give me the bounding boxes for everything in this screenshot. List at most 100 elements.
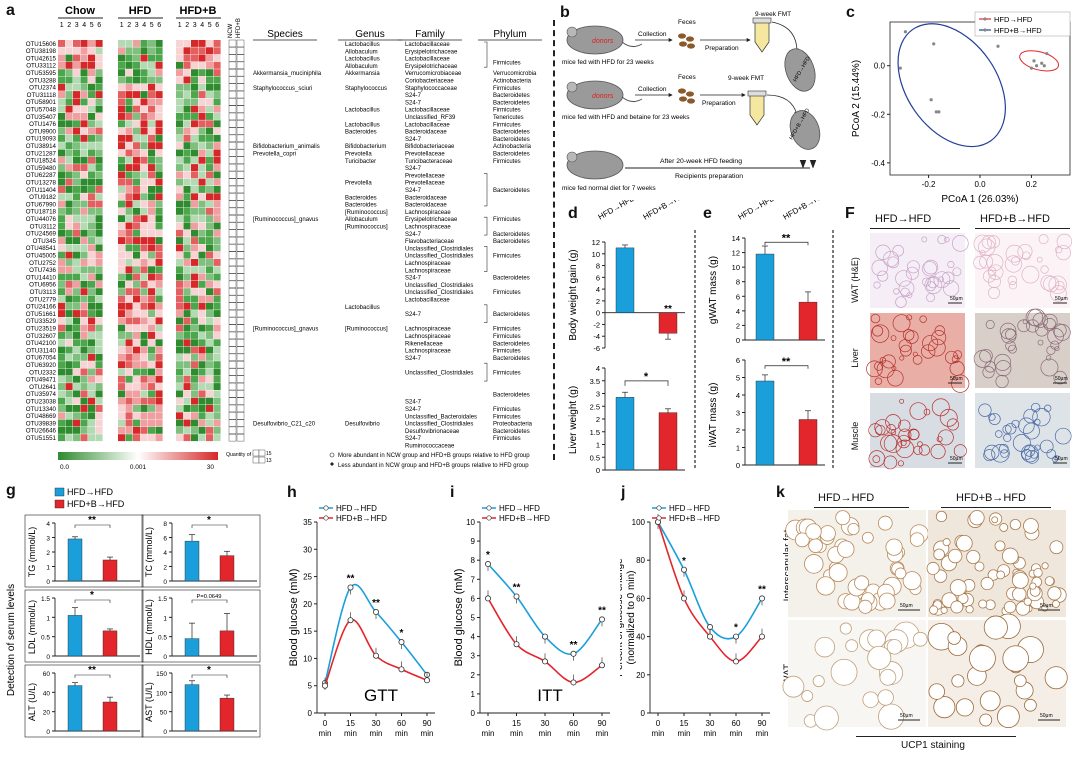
bar-tick-label: 1.5	[41, 596, 50, 603]
heatmap-cell	[133, 426, 141, 434]
heatmap-cell	[140, 280, 148, 288]
histology-cell	[1021, 265, 1040, 284]
side-cell	[228, 266, 237, 274]
heatmap-group-0: Chow	[65, 5, 95, 17]
heatmap-cell	[65, 120, 73, 128]
heatmap-cell	[183, 368, 191, 376]
heatmap-cell	[198, 178, 206, 186]
ucp1-cell	[886, 639, 903, 655]
side-cell	[228, 163, 237, 172]
heatmap-cell	[206, 164, 214, 171]
heatmap-cell	[58, 339, 66, 347]
heatmap-cell	[148, 288, 156, 296]
g-legend-1: HFD→HFD	[67, 487, 113, 497]
heatmap-cell	[118, 266, 126, 274]
f-col1: HFD→HFD	[875, 213, 932, 225]
heatmap-cell	[58, 266, 66, 274]
heatmap-cell	[155, 47, 163, 55]
heatmap-cell	[73, 302, 81, 310]
heatmap-cell	[191, 149, 199, 157]
g-bracket	[74, 674, 111, 678]
heatmap-cell	[213, 310, 221, 317]
heatmap-cell	[183, 193, 191, 201]
heatmap-cell	[148, 91, 156, 98]
heatmap-cell	[95, 302, 103, 310]
otu-label: OTU44076	[26, 216, 57, 223]
otu-label: OTU38914	[26, 143, 57, 150]
heatmap-cell	[73, 419, 81, 427]
heatmap-cell	[148, 434, 156, 442]
line-xtick: 30	[706, 719, 715, 728]
histology-cell	[919, 315, 927, 323]
heatmap-cell	[148, 200, 156, 208]
series-point	[733, 633, 740, 640]
g-subplot-frame	[24, 589, 144, 663]
heatmap-cell	[140, 156, 148, 164]
heatmap-cell	[148, 134, 156, 142]
heatmap-cell	[95, 280, 103, 288]
donor-mouse-hfdb	[566, 80, 624, 110]
bar-tick-label: 0	[736, 461, 740, 470]
heatmap-cell	[155, 434, 163, 442]
heatmap-cell	[176, 105, 184, 113]
histology-cell	[1021, 448, 1033, 460]
heatmap-cell	[133, 40, 141, 47]
heatmap-cell	[125, 273, 133, 281]
otu-label: OTU49471	[26, 377, 57, 384]
heatmap-cell	[58, 426, 66, 434]
heatmap-col-num: 3	[135, 22, 139, 29]
heatmap-cell	[58, 83, 66, 91]
heatmap-cell	[88, 61, 96, 69]
series-point	[398, 639, 405, 646]
phylum-bracket	[484, 246, 488, 272]
genus-label: Bacteroides	[345, 195, 377, 201]
heatmap-cell	[80, 339, 88, 347]
heatmap-cell	[65, 244, 73, 252]
side-cell	[236, 61, 245, 70]
heatmap-cell	[73, 266, 81, 274]
heatmap-cell	[155, 200, 163, 208]
heatmap-cell	[155, 186, 163, 193]
histology-cell	[1055, 246, 1063, 254]
heatmap-cell	[118, 244, 126, 252]
heatmap-cell	[140, 244, 148, 252]
heatmap-cell	[155, 54, 163, 62]
heatmap-cell	[148, 259, 156, 266]
legend-tick-0: 0.0	[60, 464, 69, 471]
heatmap-cell	[176, 259, 184, 266]
line-xtick-unit: min	[539, 729, 552, 738]
heatmap-cell	[191, 69, 199, 77]
heatmap-cell	[148, 47, 156, 55]
heatmap-cell	[191, 280, 199, 288]
heatmap-col-num: 5	[90, 22, 94, 29]
heatmap-cell	[88, 215, 96, 223]
bar-tick-label: 50	[160, 710, 168, 717]
line-xtick-unit: min	[704, 729, 717, 738]
heatmap-cell	[183, 134, 191, 142]
pcoa-point	[1042, 64, 1046, 68]
heatmap-cell	[198, 229, 206, 237]
heatmap-cell	[206, 105, 214, 113]
histology-cell	[1036, 256, 1043, 263]
heatmap-cell	[176, 200, 184, 208]
heatmap-cell	[125, 390, 133, 398]
family-label: S24-7	[405, 188, 422, 194]
heatmap-cell	[140, 229, 148, 237]
heatmap-cell	[133, 237, 141, 244]
heatmap-cell	[198, 310, 206, 317]
heatmap-cell	[198, 54, 206, 62]
line-ytick: 100	[632, 518, 646, 527]
line-xtick-unit: min	[482, 729, 495, 738]
phylum-label: Firmicutes	[493, 414, 521, 420]
heatmap-cell	[65, 251, 73, 259]
heatmap-cell	[140, 259, 148, 266]
histology-cell	[892, 244, 905, 257]
histology-cell	[870, 324, 890, 343]
heatmap-cell	[88, 40, 96, 47]
histology-cell	[979, 250, 986, 257]
heatmap-cell	[88, 332, 96, 339]
heatmap-cell	[125, 266, 133, 274]
heatmap-cell	[206, 288, 214, 296]
heatmap-cell	[198, 419, 206, 427]
heatmap-cell	[155, 98, 163, 106]
